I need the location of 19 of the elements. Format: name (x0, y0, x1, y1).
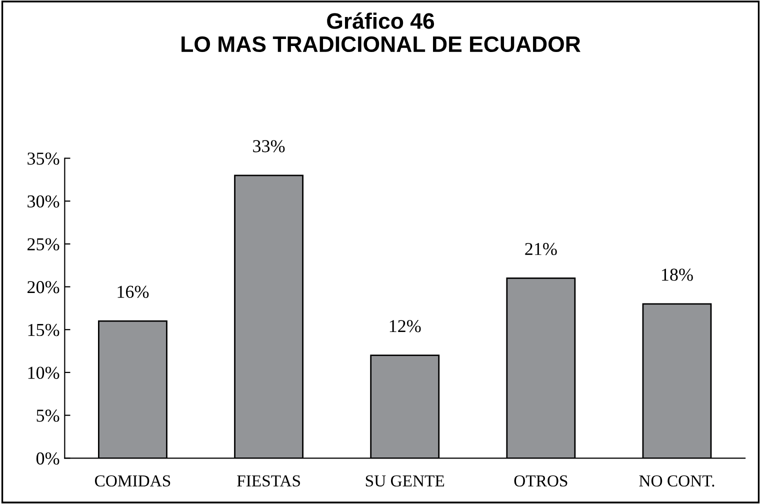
x-tick-label: FIESTAS (237, 475, 300, 487)
chart-title: Gráfico 46 LO MAS TRADICIONAL DE ECUADOR (182, 12, 580, 52)
data-label: 12% (390, 320, 421, 332)
y-tick-label: 15% (28, 324, 60, 336)
y-tick-label: 0% (36, 452, 60, 465)
data-label: 16% (118, 286, 149, 298)
x-tick-label: OTROS (514, 475, 568, 487)
x-tick-label: SU GENTE (366, 475, 444, 487)
x-tick-label: NO CONT. (639, 475, 714, 487)
y-tick-label: 35% (28, 152, 60, 165)
y-tick-label: 30% (28, 195, 60, 208)
y-tick-label: 10% (28, 366, 60, 379)
data-label: 21% (525, 242, 557, 256)
y-tick-label: 25% (28, 238, 60, 250)
y-tick-label: 5% (36, 410, 60, 422)
data-label: 18% (662, 268, 693, 281)
data-label: 33% (253, 140, 285, 152)
x-tick-label: COMIDAS (94, 475, 170, 487)
y-tick-label: 20% (28, 281, 60, 294)
